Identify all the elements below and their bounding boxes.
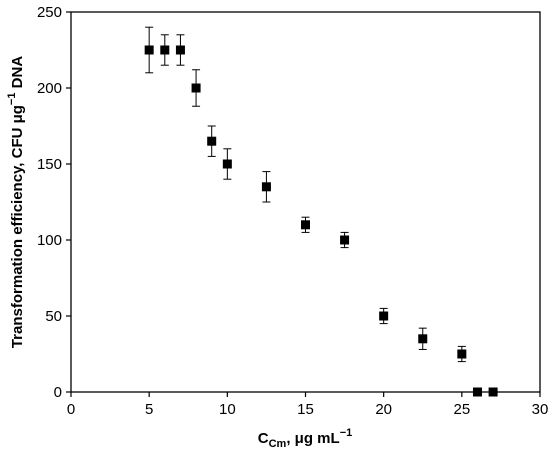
y-axis-title-main: Transformation efficiency, CFU μg bbox=[9, 105, 26, 348]
data-point bbox=[207, 125, 217, 157]
data-point bbox=[457, 345, 467, 363]
data-marker bbox=[175, 45, 185, 55]
data-marker bbox=[472, 387, 482, 397]
data-marker bbox=[379, 311, 389, 321]
y-tick-label: 150 bbox=[37, 156, 62, 173]
y-tick-label: 50 bbox=[45, 308, 62, 325]
data-point bbox=[379, 307, 389, 325]
data-point bbox=[301, 216, 310, 233]
data-point bbox=[191, 69, 201, 107]
data-marker bbox=[488, 387, 498, 397]
data-point bbox=[222, 148, 232, 180]
data-point bbox=[418, 327, 428, 350]
data-marker bbox=[160, 45, 170, 55]
axis-ticks: 0 5 10 15 20 25 30 0 50 100 150 200 250 bbox=[37, 4, 548, 418]
x-tick-label: 5 bbox=[145, 401, 153, 418]
y-tick-label: 100 bbox=[37, 232, 62, 249]
data-marker bbox=[301, 220, 310, 230]
x-tick-label: 0 bbox=[67, 401, 75, 418]
data-point bbox=[472, 387, 482, 397]
data-marker bbox=[191, 83, 201, 93]
data-point bbox=[340, 231, 350, 249]
x-axis-title-subscript: Cm bbox=[269, 438, 287, 450]
x-tick-label: 15 bbox=[297, 401, 314, 418]
y-axis-title-superscript: −1 bbox=[6, 93, 18, 106]
x-tick-label: 25 bbox=[453, 401, 470, 418]
data-point bbox=[160, 34, 170, 66]
x-tick-label: 20 bbox=[375, 401, 392, 418]
x-tick-label: 30 bbox=[532, 401, 549, 418]
data-marker bbox=[340, 235, 350, 245]
data-marker bbox=[457, 349, 467, 359]
y-tick-label: 0 bbox=[54, 384, 62, 401]
data-marker bbox=[144, 45, 154, 55]
data-point bbox=[175, 34, 185, 66]
x-axis-title-superscript: −1 bbox=[340, 427, 353, 439]
y-tick-label: 200 bbox=[37, 80, 62, 97]
plot-frame bbox=[70, 11, 541, 393]
data-point bbox=[261, 171, 271, 203]
y-tick-label: 250 bbox=[37, 4, 62, 21]
y-axis-title-rest: DNA bbox=[9, 56, 26, 93]
data-marker bbox=[261, 182, 271, 192]
x-axis-title-rest: , μg mL bbox=[286, 430, 339, 447]
data-marker bbox=[207, 136, 217, 146]
data-point bbox=[488, 387, 498, 397]
data-point bbox=[144, 26, 154, 74]
data-marker bbox=[222, 159, 232, 169]
y-axis-title: Transformation efficiency, CFU μg−1 DNA bbox=[6, 56, 26, 348]
x-tick-label: 10 bbox=[219, 401, 236, 418]
data-points bbox=[144, 26, 498, 397]
x-axis-title-main: C bbox=[258, 430, 269, 447]
data-marker bbox=[418, 334, 428, 344]
x-axis-title: CCm, μg mL−1 bbox=[258, 427, 352, 450]
